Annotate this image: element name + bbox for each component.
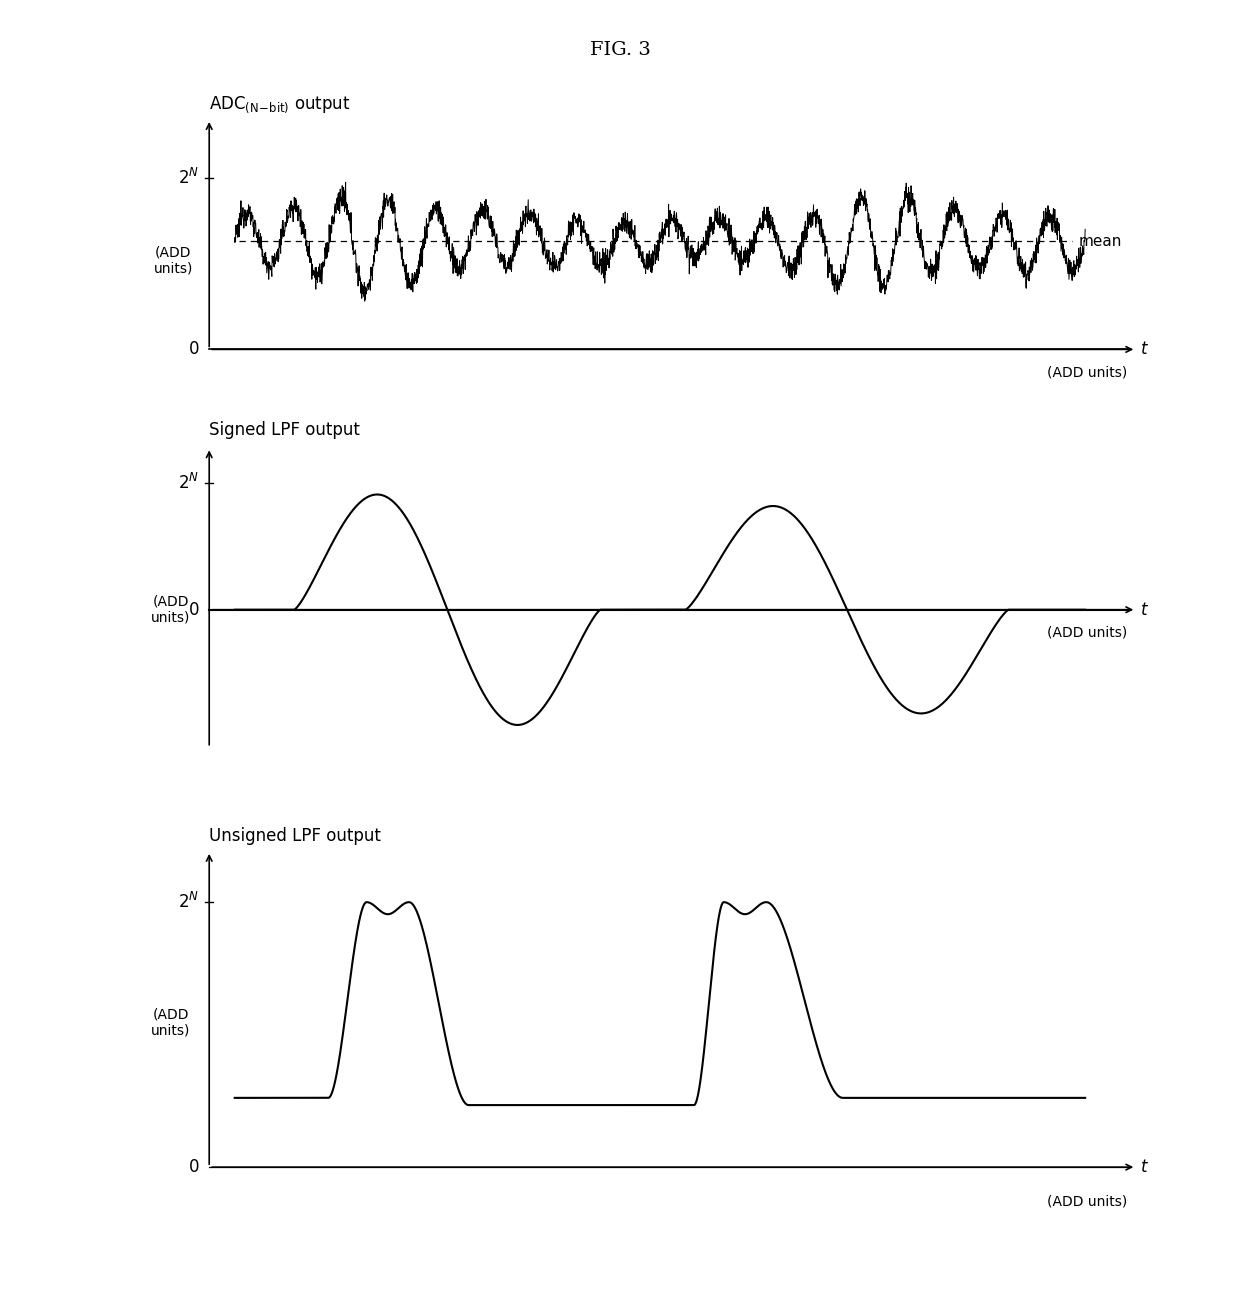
Text: ADC$_{\rm (N\!-\!bit)}$ output: ADC$_{\rm (N\!-\!bit)}$ output [210, 94, 351, 115]
Text: Unsigned LPF output: Unsigned LPF output [210, 827, 381, 845]
Text: (ADD units): (ADD units) [1048, 366, 1127, 379]
Text: $2^N$: $2^N$ [177, 891, 198, 912]
Text: (ADD
units): (ADD units) [154, 245, 193, 276]
Text: $t$: $t$ [1141, 340, 1149, 358]
Text: (ADD units): (ADD units) [1048, 1194, 1127, 1208]
Text: 0: 0 [188, 340, 198, 358]
Text: $2^N$: $2^N$ [177, 168, 198, 189]
Text: (ADD
units): (ADD units) [151, 1008, 191, 1037]
Text: $2^N$: $2^N$ [177, 473, 198, 494]
Text: 0: 0 [188, 1158, 198, 1176]
Text: $t$: $t$ [1141, 601, 1149, 619]
Text: (ADD units): (ADD units) [1048, 625, 1127, 640]
Text: Signed LPF output: Signed LPF output [210, 421, 360, 439]
Text: $t$: $t$ [1141, 1158, 1149, 1176]
Text: mean: mean [1079, 234, 1122, 248]
Text: FIG. 3: FIG. 3 [589, 41, 651, 59]
Text: (ADD
units): (ADD units) [151, 594, 191, 625]
Text: 0: 0 [188, 601, 198, 619]
